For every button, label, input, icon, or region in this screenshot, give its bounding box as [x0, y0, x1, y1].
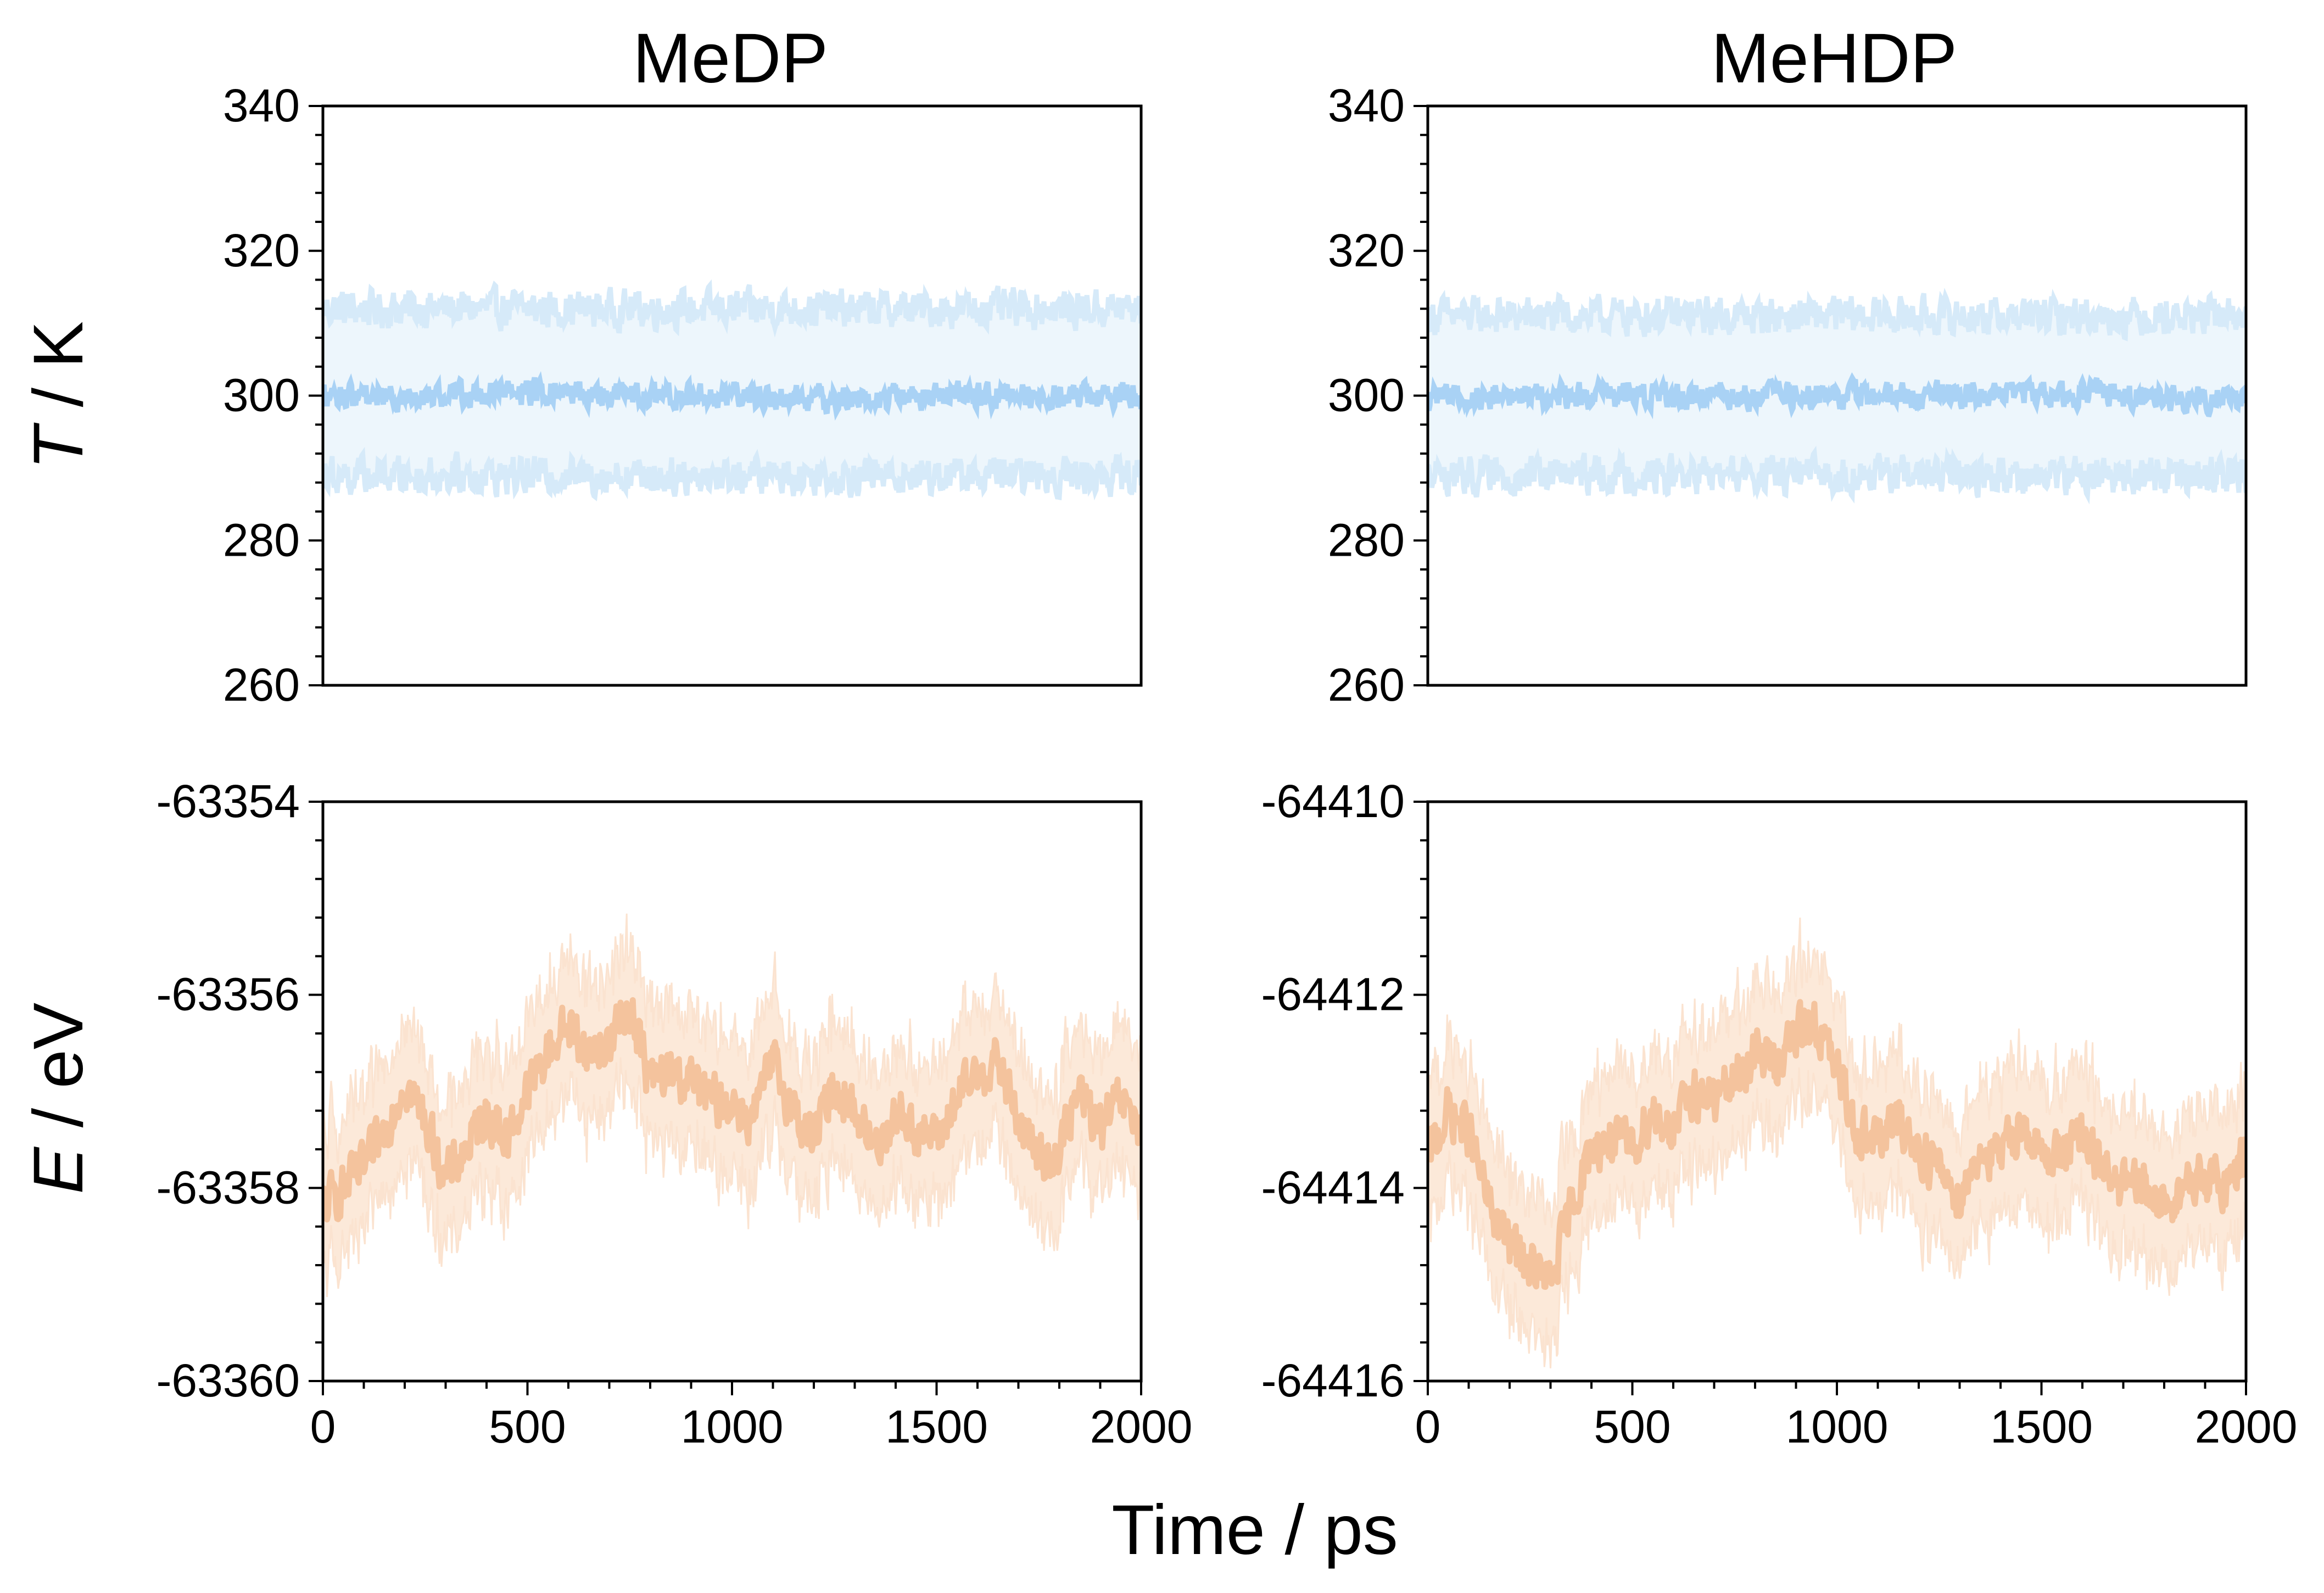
y-tick-label: 280 — [223, 514, 300, 566]
column-title-mehdp: MeHDP — [1711, 19, 1957, 98]
y-tick-label: 340 — [1328, 80, 1405, 131]
row-label-energy: E / eV — [19, 1003, 98, 1194]
y-tick-label: 340 — [223, 80, 300, 131]
y-tick-label: -64416 — [1261, 1355, 1405, 1406]
row-label-temperature-symbol: T — [19, 422, 98, 469]
y-tick-label: -63354 — [156, 775, 300, 827]
y-tick-label: -64412 — [1261, 969, 1405, 1020]
envelope-band — [1428, 918, 2246, 1368]
y-tick-label: -63360 — [156, 1355, 300, 1406]
panel-medp-energy: -63360 -63358 -63356 -63354 0 500 1000 1500 2000 — [156, 775, 1192, 1452]
row-label-temperature-unit: / K — [19, 321, 98, 427]
y-tick-label: -63358 — [156, 1161, 300, 1213]
x-tick-label: 1000 — [681, 1401, 784, 1452]
y-tick-label: 260 — [1328, 659, 1405, 711]
y-tick-label: 280 — [1328, 514, 1405, 566]
panel-mehdp-temperature: 260 280 300 320 340 — [1328, 80, 2246, 711]
plot-area — [323, 914, 1141, 1297]
y-tick-label: -63356 — [156, 969, 300, 1020]
y-tick-label: 260 — [223, 659, 300, 711]
column-title-medp: MeDP — [633, 19, 828, 98]
plot-area — [323, 285, 1141, 498]
x-tick-label: 0 — [310, 1401, 336, 1452]
panel-medp-temperature: 260 280 300 320 340 — [223, 80, 1141, 711]
shared-x-axis-label: Time / ps — [1111, 1491, 1398, 1569]
row-label-energy-unit: / eV — [19, 1003, 98, 1147]
y-tick-label: 320 — [223, 225, 300, 276]
y-tick-label: 300 — [1328, 370, 1405, 421]
x-tick-label: 1000 — [1786, 1401, 1889, 1452]
plot-area — [1428, 293, 2246, 497]
x-tick-label: 500 — [489, 1401, 566, 1452]
y-tick-label: -64410 — [1261, 775, 1405, 827]
x-tick-label: 2000 — [1090, 1401, 1193, 1452]
x-tick-label: 1500 — [885, 1401, 988, 1452]
y-tick-label: 320 — [1328, 225, 1405, 276]
plot-area — [1428, 918, 2246, 1368]
x-tick-label: 2000 — [2195, 1401, 2298, 1452]
x-tick-label: 0 — [1415, 1401, 1441, 1452]
panel-mehdp-energy: -64416 -64414 -64412 -64410 0 500 1000 1500 2000 — [1261, 775, 2297, 1452]
x-tick-label: 1500 — [1990, 1401, 2093, 1452]
row-label-energy-symbol: E — [19, 1146, 98, 1194]
x-tick-label: 500 — [1594, 1401, 1671, 1452]
row-label-temperature: T / K — [19, 321, 98, 469]
y-tick-label: 300 — [223, 370, 300, 421]
y-tick-label: -64414 — [1261, 1161, 1405, 1213]
